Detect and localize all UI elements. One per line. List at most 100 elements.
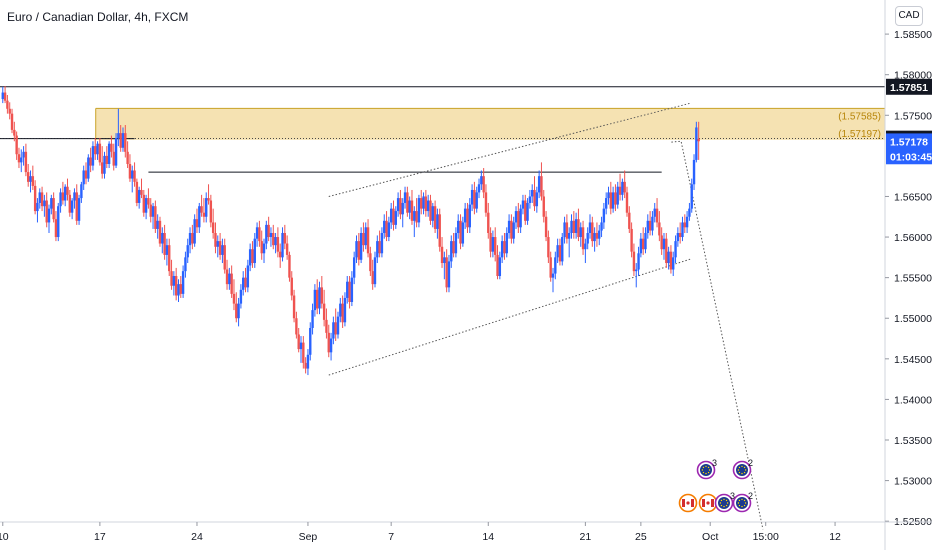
candle-body bbox=[357, 241, 361, 260]
x-tick-label: Sep bbox=[299, 531, 318, 543]
time-axis: 10 17 24 Sep 7 14 21 25 Oct 15:00 12 bbox=[0, 521, 932, 543]
candle-body bbox=[678, 232, 682, 238]
candle-body bbox=[600, 222, 603, 231]
candle bbox=[119, 125, 122, 152]
candle-body bbox=[133, 170, 136, 182]
candle-body bbox=[297, 334, 300, 350]
candle bbox=[362, 222, 365, 252]
candle-body bbox=[683, 222, 686, 228]
candle bbox=[200, 194, 203, 217]
candle bbox=[616, 181, 619, 209]
candle bbox=[3, 86, 7, 104]
candle bbox=[528, 189, 532, 209]
candle-body bbox=[24, 151, 28, 173]
candle bbox=[89, 147, 92, 173]
candle bbox=[475, 186, 478, 213]
candle-body bbox=[660, 235, 663, 250]
candle-body bbox=[343, 297, 347, 323]
candle bbox=[117, 108, 120, 147]
eu-flag-icon: 2 bbox=[732, 491, 753, 513]
candle bbox=[350, 271, 354, 307]
eu-star bbox=[743, 471, 746, 474]
candle-body bbox=[57, 206, 60, 238]
candle-body bbox=[165, 245, 169, 255]
candle bbox=[214, 222, 217, 254]
candle-body bbox=[685, 216, 689, 228]
candle bbox=[598, 224, 601, 246]
candle bbox=[31, 165, 35, 190]
candle-body bbox=[646, 220, 649, 233]
candle bbox=[452, 232, 455, 258]
candle bbox=[637, 246, 640, 277]
candle-body bbox=[253, 238, 256, 264]
candle bbox=[181, 265, 185, 298]
candle-body bbox=[443, 257, 446, 264]
candle-body bbox=[632, 251, 636, 272]
candle-body bbox=[288, 254, 291, 278]
candle bbox=[517, 202, 520, 233]
candle bbox=[202, 198, 206, 223]
candle bbox=[436, 208, 439, 239]
candle bbox=[279, 243, 282, 268]
candle bbox=[487, 202, 490, 239]
candle-body bbox=[403, 192, 407, 203]
candle bbox=[581, 220, 585, 255]
candle bbox=[137, 186, 141, 209]
candle-body bbox=[424, 196, 428, 212]
candle-body bbox=[463, 208, 467, 223]
candle bbox=[600, 216, 603, 238]
candle-body bbox=[489, 232, 492, 252]
currency-button[interactable]: CAD bbox=[895, 6, 923, 26]
price-tag-label: 1.57851 bbox=[890, 82, 928, 94]
candle-body bbox=[302, 342, 305, 363]
x-tick-label: 14 bbox=[482, 531, 494, 543]
candle-body bbox=[602, 208, 606, 223]
eu-star bbox=[720, 499, 723, 502]
candle bbox=[403, 186, 407, 209]
candle bbox=[63, 184, 67, 207]
candle-body bbox=[609, 192, 613, 209]
price-tag-box bbox=[886, 133, 932, 150]
candle bbox=[510, 214, 513, 244]
candle-body bbox=[396, 198, 400, 212]
candle bbox=[459, 214, 462, 250]
candle bbox=[526, 198, 529, 225]
candle bbox=[332, 316, 335, 345]
y-tick-label: 1.55500 bbox=[894, 273, 932, 285]
candle-body bbox=[322, 303, 326, 320]
candle bbox=[54, 211, 58, 242]
candle bbox=[253, 232, 256, 268]
price-tag: 1.57851 bbox=[886, 78, 932, 95]
candle-body bbox=[383, 220, 386, 233]
candle-body bbox=[447, 261, 451, 288]
candle-body bbox=[577, 219, 580, 238]
candle bbox=[242, 271, 245, 296]
candle-body bbox=[614, 192, 617, 205]
candle bbox=[100, 146, 104, 179]
candle bbox=[211, 208, 215, 239]
candle-body bbox=[10, 113, 14, 130]
ca-flag-icon bbox=[678, 493, 698, 513]
candle bbox=[519, 204, 522, 233]
candle bbox=[461, 216, 465, 247]
candle-body bbox=[272, 232, 275, 246]
candle-body bbox=[154, 206, 157, 229]
candle-body bbox=[279, 251, 282, 258]
candle-body bbox=[311, 310, 314, 328]
candle-body bbox=[94, 146, 97, 155]
candle-body bbox=[556, 245, 559, 258]
candle bbox=[45, 192, 48, 228]
candle-body bbox=[50, 198, 53, 209]
candle bbox=[396, 192, 400, 217]
candle-body bbox=[461, 222, 465, 244]
eu-star bbox=[738, 504, 741, 507]
candle-body bbox=[526, 202, 529, 221]
candle-body bbox=[669, 251, 673, 270]
candle bbox=[389, 202, 393, 229]
candle-body bbox=[484, 192, 488, 213]
candle bbox=[295, 311, 298, 339]
candle-body bbox=[558, 245, 562, 262]
candle bbox=[468, 198, 471, 233]
eu-star bbox=[725, 499, 728, 502]
